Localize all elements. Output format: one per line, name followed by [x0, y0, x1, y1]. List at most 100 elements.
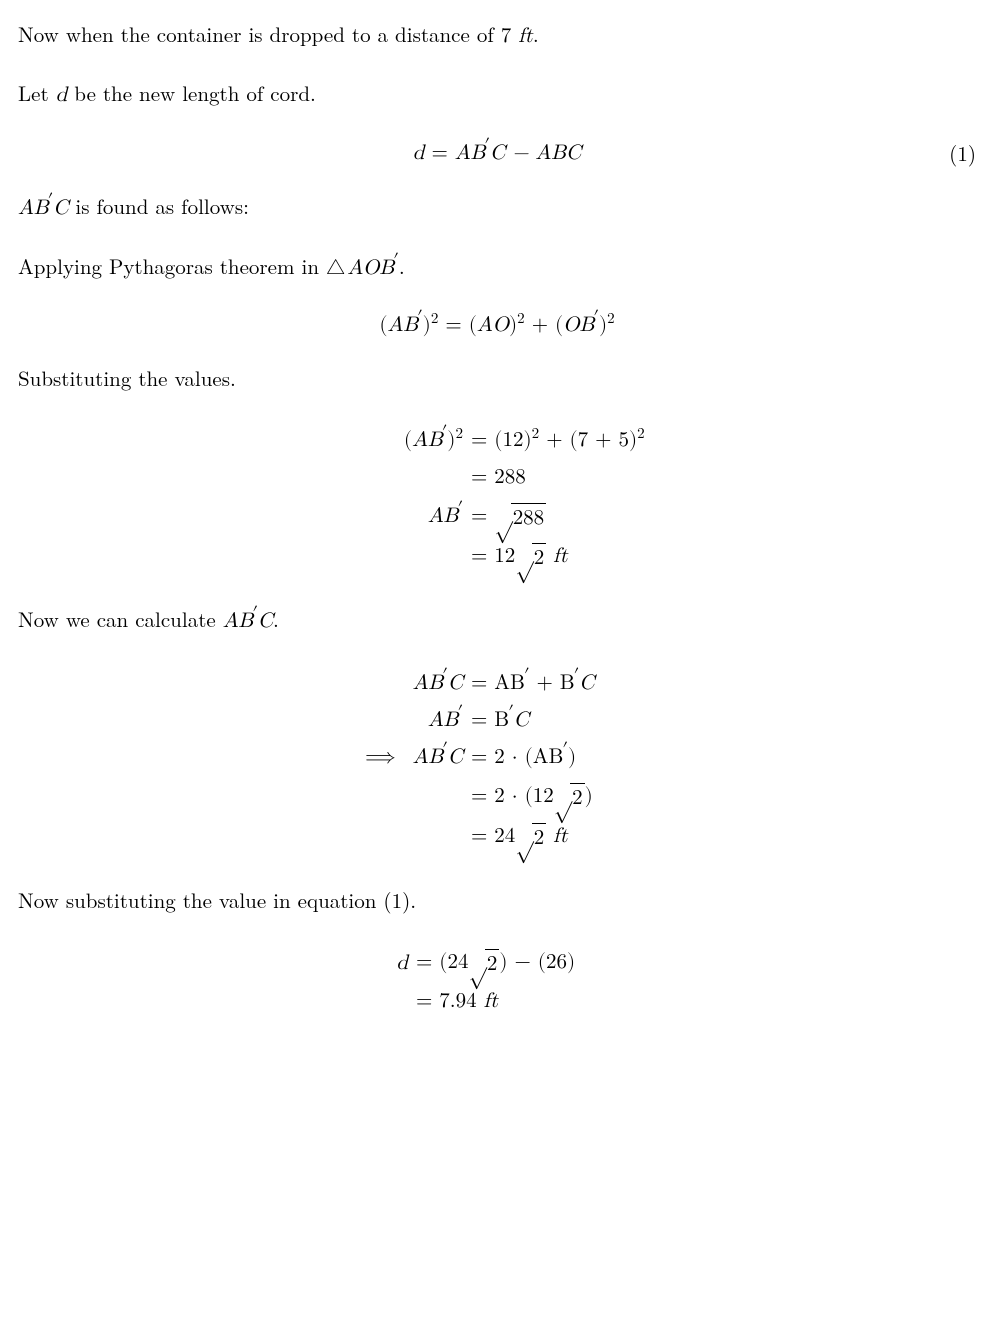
equation-4-block: AB′C = AB′ + B′C AB′ = B′C ⟹ AB′C = 2 · … [18, 665, 976, 858]
eq5-row2: = 7.94 ft [318, 987, 676, 1016]
v: = 2 · (12 [471, 786, 554, 807]
text: Now substituting the value in equation (… [18, 885, 416, 915]
eq4-l4: = 2 · (12√2) [469, 781, 731, 813]
eq1-ab: AB [455, 143, 486, 164]
paragraph-substituting: Substituting the values. [18, 364, 976, 393]
text: is found as follows: [68, 191, 249, 221]
eq5-l1-right: = (24√2) − (26) [414, 947, 676, 979]
abprime-c: AB′C [223, 611, 273, 632]
equals: = [445, 315, 468, 336]
c: C [579, 673, 594, 694]
ft: ft [546, 546, 568, 567]
lparen: ( [469, 315, 477, 336]
eq3-l4: = 12√2 ft [469, 541, 731, 573]
ab: AB [428, 710, 459, 731]
rp: ) [585, 786, 593, 807]
text: Now we can calculate [18, 604, 223, 634]
ab: AB [412, 430, 443, 451]
c: C [514, 710, 529, 731]
eq5-l2: = 7.94 ft [414, 987, 676, 1016]
ab: AB [387, 315, 418, 336]
eq3-l1-left: (AB′)2 [263, 426, 469, 455]
paragraph-intro: Now when the container is dropped to a d… [18, 20, 976, 51]
eq3-l3-right: = √288 [469, 501, 731, 533]
eq4-row1: AB′C = AB′ + B′C [263, 669, 731, 698]
v2: + (7 + 5) [539, 430, 637, 451]
eq3-row3: AB′ = √288 [263, 501, 731, 533]
eq4-l2-right: = B′C [469, 706, 731, 735]
eq2-content: (AB′)2 = (AO)2 + (OB′)2 [379, 311, 614, 340]
text: Let [18, 78, 56, 108]
v: = AB [471, 673, 525, 694]
v: = 24 [471, 826, 515, 847]
var-d: d [56, 85, 68, 106]
v: = 2 · (AB [471, 747, 563, 768]
lparen: ( [555, 315, 563, 336]
text: be the new length of cord. [67, 78, 316, 108]
text: Substituting the values. [18, 363, 236, 393]
ab: AB [223, 611, 254, 632]
v: = (24 [416, 952, 468, 973]
equation-3-block: (AB′)2 = (12)2 + (7 + 5)2 = 288 AB′ = √2… [18, 422, 976, 578]
eq3-l2: = 288 [469, 463, 731, 492]
text: Applying Pythagoras theorem in [18, 251, 326, 281]
sq: 2 [431, 311, 439, 326]
ft: ft [546, 826, 568, 847]
abprime-c: AB′C [18, 198, 68, 219]
eq4-row2: AB′ = B′C [263, 706, 731, 735]
ob: OB [563, 315, 594, 336]
sqrt2: 2 [570, 783, 585, 813]
ab: AB [18, 198, 49, 219]
value-7: 7 [501, 26, 512, 47]
period: . [533, 19, 539, 49]
eq4-l2-left: AB′ [263, 706, 469, 735]
sq: 2 [517, 311, 525, 326]
eq4-l3-left: ⟹ AB′C [263, 743, 469, 772]
v: = 12 [471, 546, 515, 567]
paragraph-abc-found: AB′C is found as follows: [18, 192, 976, 223]
ab: AB [413, 747, 444, 768]
sqrt2: 2 [532, 543, 547, 573]
rp: ) [568, 747, 576, 768]
v: = (12) [471, 430, 532, 451]
eq4-l1-right: = AB′ + B′C [469, 669, 731, 698]
eq1-content: d = AB′C − ABC [413, 139, 581, 168]
ao: AO [477, 315, 509, 336]
eq3-row2: = 288 [263, 463, 731, 492]
eq1-rest: C − ABC [490, 143, 581, 164]
rparen: ) [509, 315, 517, 336]
c: C [53, 198, 68, 219]
plus: + [532, 315, 555, 336]
paragraph-calculate-abc: Now we can calculate AB′C. [18, 605, 976, 636]
text: Now when the container is dropped to a d… [18, 19, 501, 49]
equals: = [431, 143, 454, 164]
equation-1: d = AB′C − ABC (1) [18, 139, 976, 168]
unit-ft: ft [518, 26, 533, 47]
eq4-row3: ⟹ AB′C = 2 · (AB′) [263, 743, 731, 772]
paragraph-let-d: Let d be the new length of cord. [18, 79, 976, 110]
equation-number-1: (1) [949, 139, 976, 168]
c: C [258, 611, 273, 632]
rparen: ) [423, 315, 431, 336]
eq4-row4: = 2 · (12√2) [263, 781, 731, 813]
eq3-row4: = 12√2 ft [263, 541, 731, 573]
equation-5-block: d = (24√2) − (26) = 7.94 ft [18, 943, 976, 1021]
eq3-row1: (AB′)2 = (12)2 + (7 + 5)2 [263, 426, 731, 455]
ab: AB [428, 506, 459, 527]
sqrt2: 2 [485, 949, 500, 979]
c: C [448, 673, 463, 694]
triangle-icon: △ [326, 258, 345, 278]
eq4-row5: = 24√2 ft [263, 821, 731, 853]
rest: ) − (26) [499, 952, 575, 973]
eq3-l1-right: = (12)2 + (7 + 5)2 [469, 426, 731, 455]
c: C [448, 747, 463, 768]
paragraph-substitute-eq1: Now substituting the value in equation (… [18, 886, 976, 915]
sqrt2: 2 [532, 823, 547, 853]
eq3-l3-left: AB′ [263, 502, 469, 531]
eq1-lhs: d [413, 143, 425, 164]
eq4-l5: = 24√2 ft [469, 821, 731, 853]
rparen: ) [599, 315, 607, 336]
sqrt288: 288 [511, 503, 547, 533]
eq4-l1-left: AB′C [263, 669, 469, 698]
eq5-row1: d = (24√2) − (26) [318, 947, 676, 979]
